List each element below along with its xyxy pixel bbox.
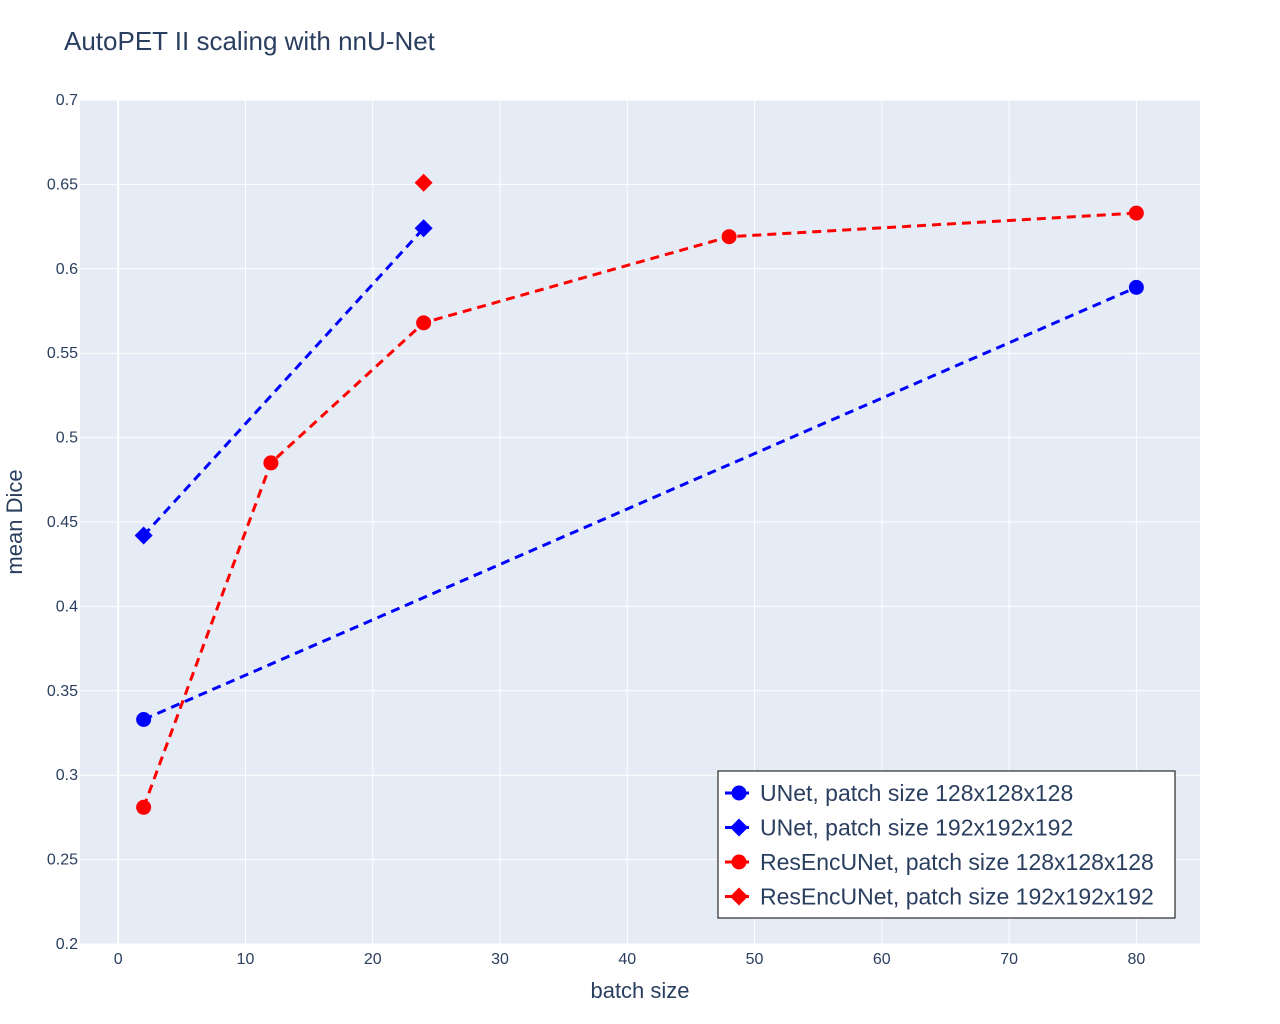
- data-point-circle: [1128, 205, 1144, 221]
- x-tick-label: 10: [237, 951, 255, 968]
- y-tick-label: 0.55: [47, 345, 78, 362]
- data-point-diamond: [730, 818, 748, 837]
- legend-item: UNet, patch size 192x192x192: [725, 815, 1073, 841]
- data-point-circle: [416, 315, 432, 331]
- y-tick-label: 0.2: [56, 936, 78, 953]
- data-point-circle: [731, 785, 747, 801]
- x-tick-label: 50: [746, 951, 764, 968]
- x-tick-label: 0: [114, 951, 123, 968]
- data-point-circle: [1128, 279, 1144, 295]
- x-tick-label: 30: [491, 951, 509, 968]
- y-tick-label: 0.5: [56, 430, 78, 447]
- y-tick-label: 0.65: [47, 176, 78, 193]
- series-1: [136, 279, 1144, 727]
- x-tick-label: 80: [1127, 951, 1145, 968]
- series-line: [142, 227, 425, 537]
- y-axis-title: mean Dice: [2, 469, 27, 574]
- legend-label: ResEncUNet, patch size 128x128x128: [760, 849, 1154, 875]
- data-point-circle: [136, 711, 152, 727]
- y-tick-label: 0.3: [56, 767, 78, 784]
- x-tick-label: 20: [364, 951, 382, 968]
- data-point-circle: [731, 854, 747, 870]
- y-axis-ticks: 0.2 0.25 0.3 0.35 0.4 0.45 0.5 0.55 0.6 0.65 0.7: [47, 92, 78, 953]
- series-4: [414, 173, 433, 192]
- legend: UNet, patch size 128x128x128 UNet, patch …: [717, 770, 1176, 919]
- series-layer: [134, 173, 1144, 815]
- x-tick-label: 60: [873, 951, 891, 968]
- data-point-diamond: [414, 219, 433, 238]
- data-point-diamond: [730, 887, 748, 906]
- chart-title: AutoPET II scaling with nnU-Net: [64, 26, 436, 56]
- x-tick-label: 70: [1000, 951, 1018, 968]
- data-point-diamond: [414, 173, 433, 192]
- legend-label: UNet, patch size 128x128x128: [760, 780, 1073, 806]
- legend-box: [717, 770, 1176, 919]
- legend-item: ResEncUNet, patch size 128x128x128: [725, 849, 1154, 875]
- series-2: [134, 219, 433, 545]
- x-axis-title: batch size: [590, 978, 689, 1003]
- legend-label: ResEncUNet, patch size 192x192x192: [760, 884, 1154, 910]
- y-tick-label: 0.35: [47, 683, 78, 700]
- data-point-circle: [263, 455, 279, 471]
- series-3: [136, 205, 1144, 815]
- y-tick-label: 0.45: [47, 514, 78, 531]
- series-line: [143, 285, 1137, 721]
- y-tick-label: 0.6: [56, 261, 78, 278]
- data-point-diamond: [134, 526, 153, 545]
- legend-item: ResEncUNet, patch size 192x192x192: [725, 884, 1154, 910]
- legend-label: UNet, patch size 192x192x192: [760, 815, 1073, 841]
- data-point-circle: [721, 229, 737, 245]
- x-tick-label: 40: [618, 951, 636, 968]
- x-axis-ticks: 0 10 20 30 40 50 60 70 80: [114, 951, 1146, 968]
- data-point-circle: [136, 799, 152, 815]
- y-tick-label: 0.7: [56, 92, 78, 109]
- legend-item: UNet, patch size 128x128x128: [725, 780, 1073, 806]
- y-tick-label: 0.25: [47, 852, 78, 869]
- y-tick-label: 0.4: [56, 598, 78, 615]
- legend-items: UNet, patch size 128x128x128 UNet, patch …: [725, 780, 1154, 910]
